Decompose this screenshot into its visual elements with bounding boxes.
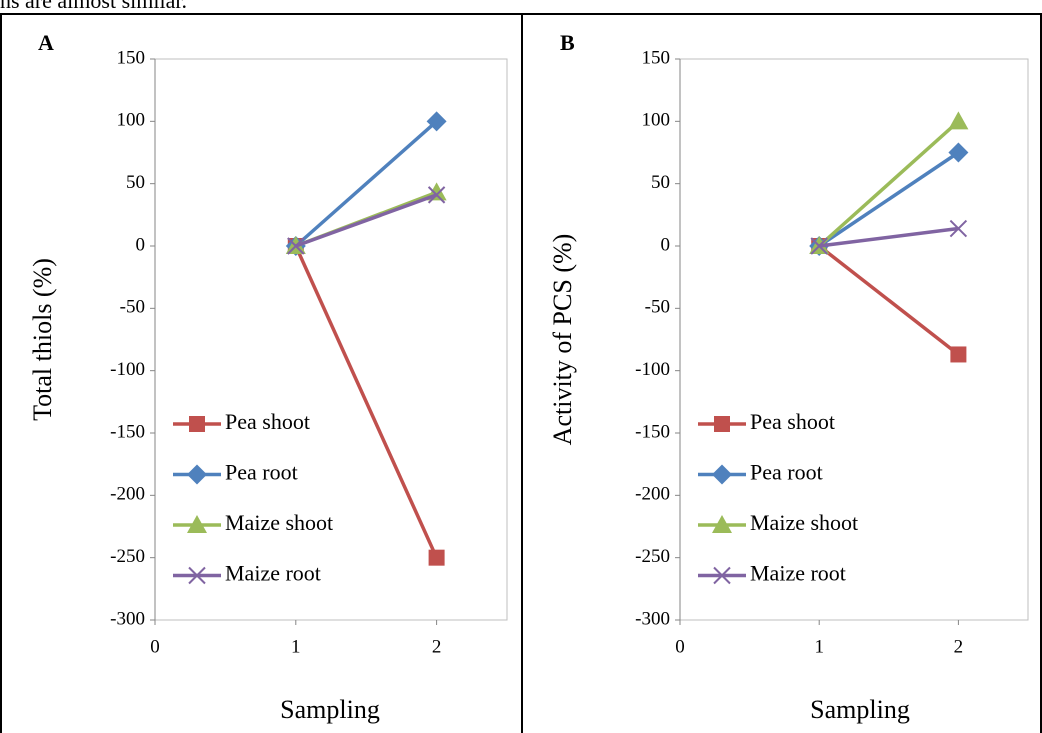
legend-label: Maize shoot: [225, 510, 333, 535]
y-tick-label: 100: [117, 110, 146, 131]
x-tick-label: 1: [814, 636, 824, 657]
y-tick-label: -100: [110, 359, 145, 380]
panel-label: B: [560, 30, 575, 55]
y-axis-title: Total thiols (%): [28, 258, 57, 421]
y-axis-title: Activity of PCS (%): [548, 234, 577, 446]
legend-marker: [188, 566, 206, 585]
y-tick-label: -300: [635, 608, 670, 629]
y-tick-label: -200: [110, 484, 145, 505]
legend-label: Pea root: [225, 460, 298, 485]
legend-marker: [714, 416, 730, 432]
legend-label: Pea root: [750, 460, 823, 485]
data-point: [428, 549, 445, 566]
x-tick-label: 2: [954, 636, 964, 657]
x-tick-label: 0: [150, 636, 160, 657]
x-tick-label: 2: [432, 636, 442, 657]
y-tick-label: -50: [120, 297, 145, 318]
series-line: [818, 226, 959, 248]
legend-marker: [712, 464, 732, 485]
plot-area: [154, 58, 508, 621]
series-line: [294, 120, 438, 248]
legend-marker: [187, 515, 207, 533]
y-tick-label: 50: [126, 172, 145, 193]
panel-label: A: [38, 30, 54, 55]
legend-marker: [712, 515, 732, 533]
data-point: [426, 111, 447, 132]
legend-label: Maize root: [225, 561, 321, 586]
y-tick-label: 150: [642, 47, 671, 68]
legend-label: Maize shoot: [750, 510, 858, 535]
y-tick-label: -250: [635, 546, 670, 567]
series-line: [818, 151, 960, 248]
legend-label: Pea shoot: [750, 409, 835, 434]
legend-marker: [187, 464, 207, 485]
data-point: [287, 237, 305, 255]
legend-marker: [189, 416, 205, 432]
x-axis-title: Sampling: [280, 695, 380, 724]
series-line: [818, 244, 960, 356]
data-point: [948, 142, 969, 163]
legend-label: Maize root: [750, 561, 846, 586]
y-tick-label: 0: [661, 234, 671, 255]
plot-area: [679, 58, 1029, 621]
y-tick-label: 150: [117, 47, 146, 68]
y-tick-label: -50: [645, 297, 670, 318]
series-line: [294, 245, 439, 559]
x-tick-label: 0: [675, 636, 685, 657]
y-tick-label: 50: [651, 172, 670, 193]
x-axis-title: Sampling: [810, 695, 910, 724]
series-line: [818, 120, 960, 248]
data-point: [810, 237, 828, 255]
y-tick-label: -300: [110, 608, 145, 629]
series-line: [295, 193, 438, 248]
y-tick-label: 0: [136, 234, 146, 255]
header-text: ns are almost similar.: [0, 0, 187, 13]
y-tick-label: -200: [635, 484, 670, 505]
y-tick-label: -150: [110, 421, 145, 442]
legend-marker: [713, 566, 731, 585]
y-tick-label: 100: [642, 110, 671, 131]
legend-label: Pea shoot: [225, 409, 310, 434]
data-point: [950, 346, 967, 363]
data-point: [948, 111, 969, 130]
y-tick-label: -250: [110, 546, 145, 567]
x-tick-label: 1: [291, 636, 301, 657]
y-tick-label: -150: [635, 421, 670, 442]
data-point: [949, 219, 968, 238]
data-point: [427, 186, 446, 204]
y-tick-label: -100: [635, 359, 670, 380]
